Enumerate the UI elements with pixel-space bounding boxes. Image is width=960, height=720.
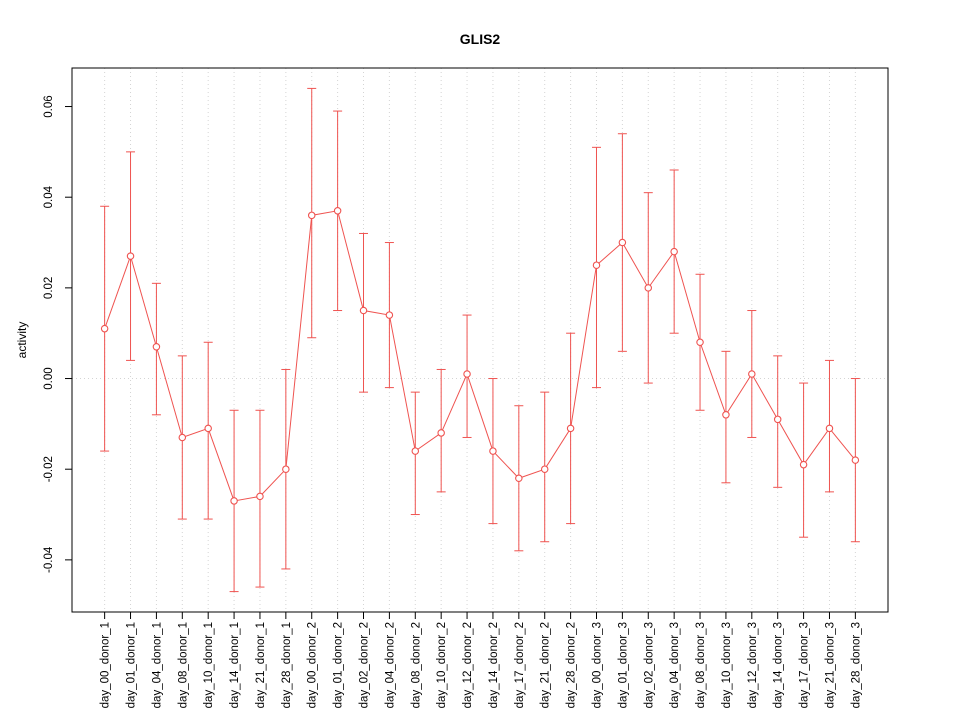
data-point [489,447,497,455]
y-tick-label: 0.06 [43,95,55,117]
x-tick-label: day_21_donor_3 [824,622,836,708]
x-tick-label: day_08_donor_1 [177,622,189,708]
y-tick-label: -0.02 [43,456,55,482]
x-tick-label: day_04_donor_3 [669,622,681,708]
data-point [566,424,575,433]
y-tick-label: 0.02 [43,277,55,299]
data-point [178,433,187,442]
chart-title: GLIS2 [460,31,501,47]
y-tick-label: 0.04 [43,185,55,208]
data-point [411,447,420,455]
x-tick-label: day_10_donor_1 [203,622,215,708]
x-tick-label: day_00_donor_3 [591,622,603,708]
x-tick-label: day_28_donor_3 [850,622,862,708]
x-tick-label: day_17_donor_3 [799,622,811,708]
data-point [515,474,523,483]
x-tick-label: day_00_donor_1 [100,622,112,708]
x-tick-label: day_01_donor_3 [617,622,629,708]
x-tick-label: day_12_donor_3 [747,622,759,708]
x-tick-label: day_12_donor_2 [462,622,474,708]
data-point [799,460,808,469]
x-tick-label: day_01_donor_1 [126,622,138,708]
y-tick-label: 0.00 [43,367,55,389]
data-point [282,465,290,473]
data-point [773,415,782,424]
data-point [385,311,394,319]
data-point [618,238,627,247]
data-point [644,284,653,292]
x-tick-label: day_08_donor_2 [410,622,422,708]
data-point [359,306,368,315]
data-point [748,370,756,378]
data-point [126,252,135,260]
y-axis-label: activity [15,322,29,359]
x-tick-label: day_28_donor_1 [281,622,293,708]
data-point [152,343,161,351]
x-tick-label: day_14_donor_2 [488,622,500,708]
x-tick-label: day_14_donor_1 [229,622,241,708]
data-point [592,261,601,269]
data-point [204,424,212,433]
x-tick-label: day_10_donor_3 [721,622,733,708]
x-tick-label: day_08_donor_3 [695,622,707,708]
data-point [333,207,342,215]
x-tick-label: day_01_donor_2 [333,622,345,708]
plot-border [71,67,889,613]
x-tick-label: day_00_donor_2 [307,622,319,708]
data-point [307,211,316,220]
x-tick-label: day_28_donor_2 [566,622,578,708]
x-tick-label: day_02_donor_3 [643,622,655,708]
data-point [851,456,860,464]
x-tick-label: day_02_donor_2 [359,622,371,708]
data-point [540,465,549,473]
data-point [437,429,445,437]
x-tick-label: day_04_donor_1 [151,622,163,708]
x-tick-label: day_14_donor_3 [773,622,785,708]
data-point [100,324,109,333]
series-line [104,210,856,502]
x-tick-label: day_21_donor_2 [540,622,552,708]
data-point [696,338,704,347]
x-tick-label: day_21_donor_1 [255,622,267,708]
chart-plot-area: -0.04 -0.02 0.00 0.02 0.04 0.06 day_00_donor_1… [43,67,889,708]
data-point [230,497,238,505]
data-point [256,492,264,501]
data-point [463,370,471,378]
data-point [670,247,678,256]
x-tick-label: day_17_donor_2 [514,622,526,708]
data-point [825,424,834,433]
y-tick-label: -0.04 [43,546,55,573]
x-tick-label: day_10_donor_2 [436,622,448,708]
data-point [722,411,730,419]
x-tick-label: day_04_donor_2 [384,622,396,708]
